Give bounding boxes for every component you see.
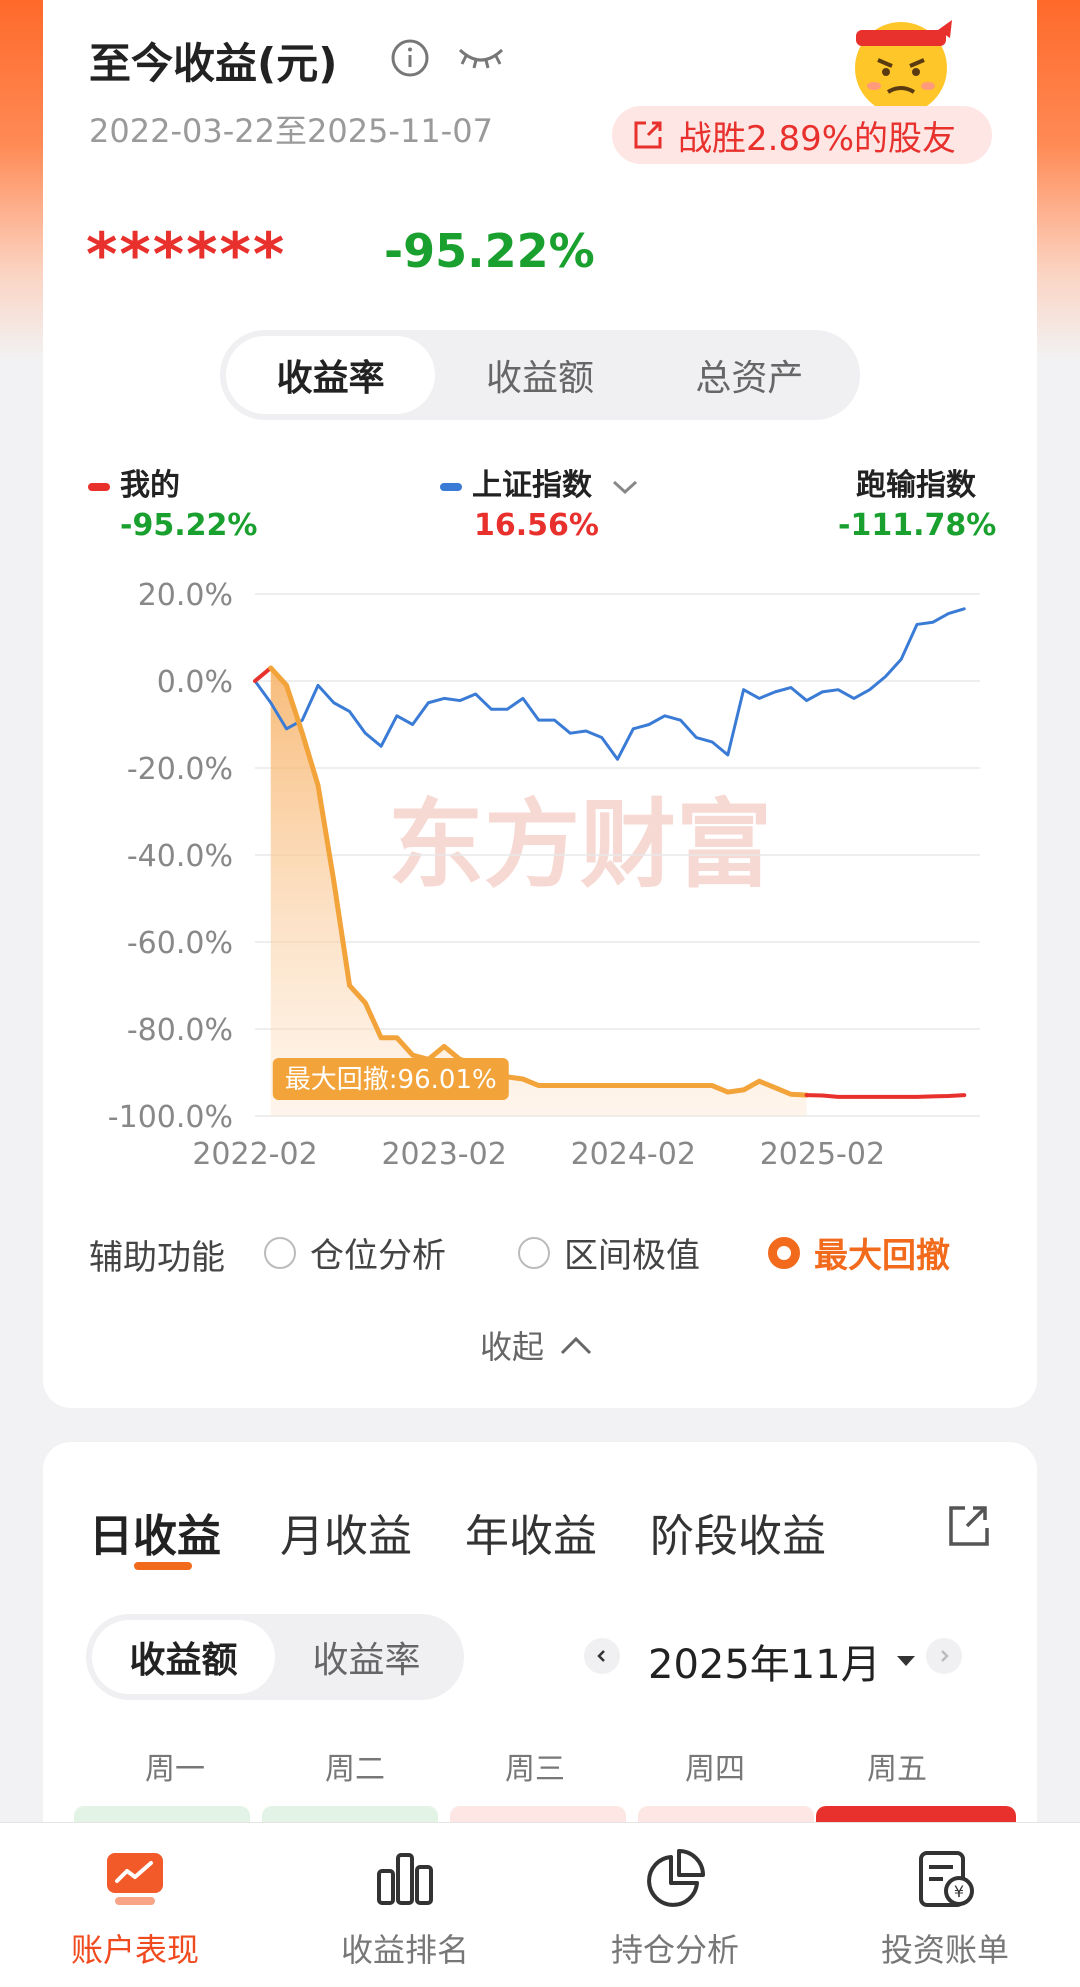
- share-badge-text: 战胜2.89%的股友: [678, 118, 957, 159]
- weekday-thu: 周四: [685, 1752, 745, 1787]
- y-tick-label: 20.0%: [138, 578, 233, 613]
- page-title: 至今收益(元): [89, 39, 338, 88]
- collapse-button[interactable]: 收起: [480, 1322, 594, 1368]
- nav-label: 持仓分析: [610, 1931, 739, 1969]
- legend-diff-value: -111.78%: [838, 508, 997, 543]
- eye-closed-icon[interactable]: [456, 40, 506, 72]
- legend-mine-value: -95.22%: [120, 508, 258, 543]
- share-badge[interactable]: 战胜2.89%的股友: [612, 106, 992, 164]
- drawdown-label-background: [272, 1058, 509, 1100]
- legend-index[interactable]: 上证指数: [440, 460, 640, 504]
- tab-daily-amount[interactable]: 收益额: [92, 1620, 275, 1694]
- portfolio-series-line-start: [253, 665, 273, 683]
- legend-index-value: 16.56%: [474, 508, 599, 543]
- x-tick-label: 2024-02: [571, 1137, 696, 1172]
- x-tick-label: 2025-02: [760, 1137, 885, 1172]
- portfolio-series-line-tail: [804, 1093, 967, 1099]
- option-max-drawdown[interactable]: 最大回撤: [768, 1228, 950, 1277]
- mascot-icon: [855, 20, 952, 114]
- daily-metric-segment: 收益额 收益率: [86, 1614, 464, 1700]
- svg-text:¥: ¥: [954, 1882, 964, 1901]
- tab-return-rate[interactable]: 收益率: [226, 336, 436, 414]
- nav-position-analysis[interactable]: 持仓分析: [540, 1823, 810, 1987]
- prev-month-button[interactable]: [584, 1638, 620, 1674]
- watermark-text: 东方财富: [388, 789, 772, 901]
- chevron-right-icon: [941, 1650, 949, 1662]
- portfolio-series-line-drawdown: [268, 665, 810, 1098]
- legend-diff-label: 跑输指数: [856, 468, 976, 503]
- weekday-tue: 周二: [325, 1752, 385, 1787]
- earnings-card: [43, 0, 1037, 1408]
- returns-chart[interactable]: 东方财富 20.0% 0.0% -20.0% -40.0% -60.0% -80.0% -10…: [60, 560, 1020, 1180]
- bill-icon: ¥: [919, 1851, 974, 1907]
- share-icon: [634, 121, 662, 149]
- tab-return-amount[interactable]: 收益额: [485, 358, 594, 399]
- y-tick-label: 0.0%: [157, 665, 233, 700]
- tab-daily-rate[interactable]: 收益率: [312, 1640, 421, 1681]
- option-label: 最大回撤: [814, 1236, 950, 1276]
- y-tick-label: -40.0%: [127, 839, 233, 874]
- chevron-up-icon: [560, 1336, 592, 1355]
- weekday-fri: 周五: [867, 1752, 927, 1787]
- masked-amount: ******: [86, 220, 287, 290]
- option-position-analysis[interactable]: 仓位分析: [264, 1228, 446, 1277]
- index-series-line: [253, 607, 966, 761]
- export-icon[interactable]: [943, 1500, 993, 1550]
- nav-label: 收益排名: [340, 1931, 469, 1969]
- pie-chart-icon: [647, 1849, 705, 1907]
- info-icon[interactable]: [390, 38, 430, 78]
- tab-monthly[interactable]: 月收益: [280, 1511, 412, 1562]
- option-label: 区间极值: [564, 1236, 700, 1276]
- tab-yearly[interactable]: 年收益: [465, 1511, 597, 1562]
- tab-daily[interactable]: 日收益: [89, 1511, 221, 1562]
- nav-investment-bill[interactable]: ¥ 投资账单: [810, 1823, 1080, 1987]
- legend-mine-label: 我的: [120, 468, 180, 503]
- chevron-down-icon: [613, 480, 638, 494]
- chevron-left-icon: [597, 1650, 605, 1662]
- tab-period[interactable]: 阶段收益: [650, 1511, 826, 1562]
- nav-label: 账户表现: [70, 1931, 199, 1969]
- tab-total-assets[interactable]: 总资产: [695, 358, 804, 399]
- radio-icon: [264, 1236, 296, 1269]
- weekday-mon: 周一: [145, 1752, 205, 1787]
- drawdown-label: 最大回撤:96.01%: [285, 1065, 497, 1095]
- option-label: 仓位分析: [310, 1236, 446, 1276]
- month-selector[interactable]: 2025年11月: [648, 1632, 917, 1690]
- y-tick-label: -100.0%: [108, 1100, 233, 1135]
- date-range: 2022-03-22至2025-11-07: [89, 112, 493, 150]
- y-tick-label: -20.0%: [127, 752, 233, 787]
- chart-type-segment: 收益率 收益额 总资产: [220, 330, 860, 420]
- legend-index-label: 上证指数: [472, 468, 592, 503]
- y-tick-label: -60.0%: [127, 926, 233, 961]
- bottom-navigation: 账户表现 收益排名 持仓分析 ¥ 投资账单: [0, 1822, 1080, 1987]
- active-tab-indicator: [134, 1562, 192, 1570]
- legend-mine: 我的: [88, 460, 180, 504]
- weekday-wed: 周三: [505, 1752, 565, 1787]
- radio-icon: [518, 1236, 550, 1269]
- nav-earnings-ranking[interactable]: 收益排名: [270, 1823, 540, 1987]
- account-performance-icon: [107, 1853, 163, 1905]
- nav-label: 投资账单: [880, 1931, 1009, 1969]
- collapse-label: 收起: [480, 1328, 545, 1366]
- bar-ranking-icon: [377, 1853, 433, 1905]
- radio-selected-icon: [768, 1236, 800, 1269]
- total-return-rate: -95.22%: [384, 224, 595, 278]
- next-month-button[interactable]: [926, 1638, 962, 1674]
- x-tick-label: 2022-02: [192, 1137, 317, 1172]
- option-range-extremes[interactable]: 区间极值: [518, 1228, 700, 1277]
- nav-account-performance[interactable]: 账户表现: [0, 1823, 270, 1987]
- aux-label: 辅助功能: [89, 1238, 225, 1278]
- legend-mine-swatch: [88, 482, 110, 491]
- month-label: 2025年11月: [648, 1642, 881, 1688]
- legend-index-swatch: [440, 482, 462, 491]
- y-tick-label: -80.0%: [127, 1013, 233, 1048]
- caret-down-icon: [896, 1656, 915, 1666]
- x-tick-label: 2023-02: [381, 1137, 506, 1172]
